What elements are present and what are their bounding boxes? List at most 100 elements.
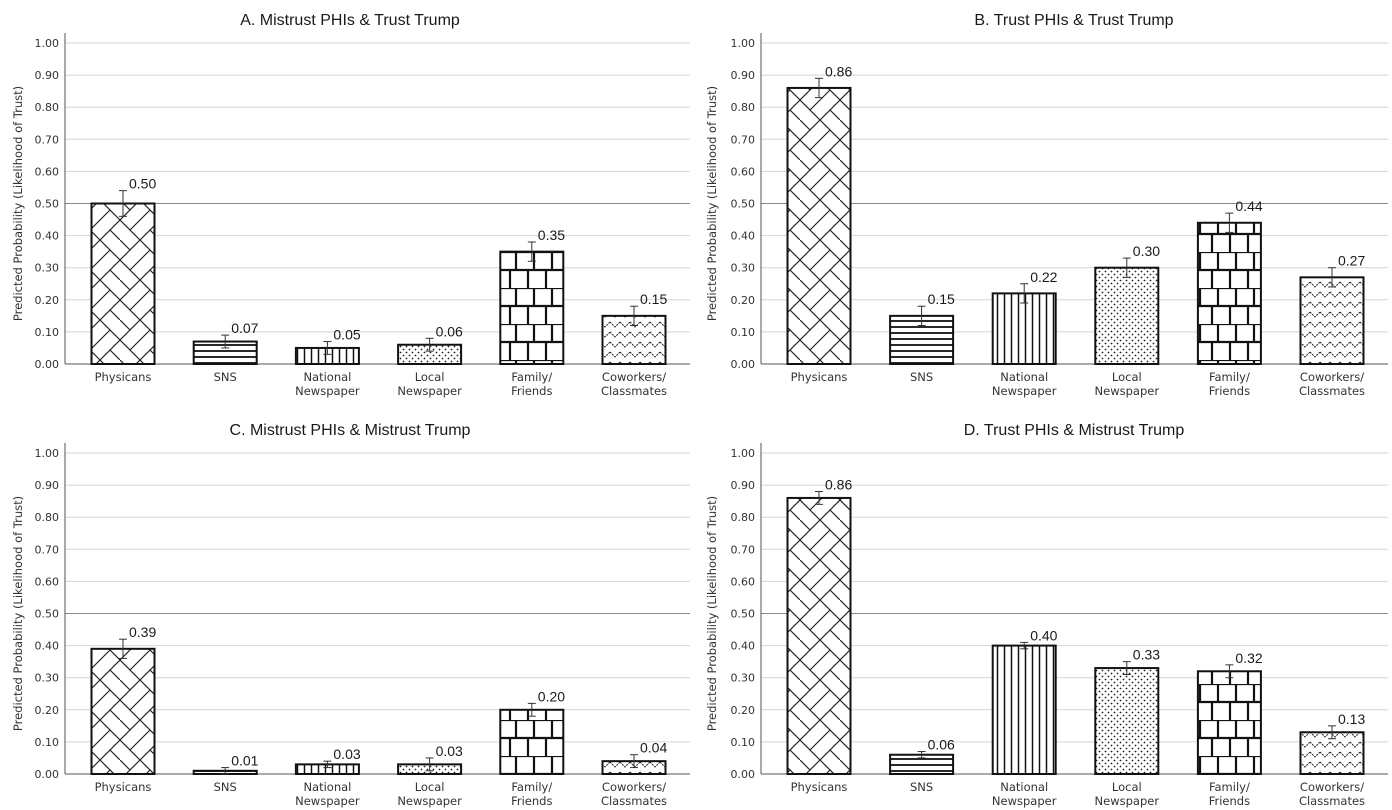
data-label: 0.06 <box>928 737 955 753</box>
y-tick-label: 0.70 <box>35 133 60 146</box>
y-tick-label: 0.60 <box>35 165 60 178</box>
data-label: 0.03 <box>333 746 360 762</box>
bar-1 <box>786 86 852 365</box>
x-tick-label: Physicans <box>791 370 848 384</box>
y-tick-label: 0.30 <box>35 262 60 275</box>
y-tick-label: 0.80 <box>35 511 60 524</box>
y-tick-label: 0.60 <box>35 575 60 588</box>
y-tick-label: 0.20 <box>731 294 756 307</box>
y-tick-label: 0.40 <box>731 230 756 243</box>
chart-title: A. Mistrust PHIs & Trust Trump <box>240 12 460 29</box>
y-tick-label: 0.30 <box>35 672 60 685</box>
bar-3 <box>991 644 1057 775</box>
x-tick-label: SNS <box>910 370 933 384</box>
data-label: 0.06 <box>436 323 463 339</box>
x-tick-label: Coworkers/Classmates <box>1299 370 1365 398</box>
y-tick-label: 0.80 <box>35 101 60 114</box>
bar-4 <box>1094 667 1160 776</box>
data-label: 0.15 <box>928 291 955 307</box>
data-label: 0.03 <box>436 743 463 759</box>
chart-panel-4: D. Trust PHIs & Mistrust Trump Predicted … <box>705 422 1388 808</box>
y-tick-label: 1.00 <box>731 37 756 50</box>
bar-1 <box>90 202 156 365</box>
data-label: 0.40 <box>1030 627 1057 643</box>
data-label: 0.30 <box>1133 243 1160 259</box>
y-tick-label: 0.60 <box>731 575 756 588</box>
data-label: 0.44 <box>1235 198 1262 214</box>
chart-title: C. Mistrust PHIs & Mistrust Trump <box>230 422 471 439</box>
x-tick-label: Family/Friends <box>1209 370 1250 398</box>
x-tick-label: Physicans <box>791 780 848 794</box>
y-tick-label: 0.30 <box>731 672 756 685</box>
y-tick-label: 0.00 <box>35 358 60 371</box>
x-tick-label: SNS <box>214 780 237 794</box>
x-tick-label: SNS <box>910 780 933 794</box>
y-axis-label: Predicted Probability (Likelihood of Tru… <box>11 496 25 731</box>
data-label: 0.32 <box>1235 650 1262 666</box>
x-tick-label: Family/Friends <box>511 780 552 808</box>
data-label: 0.33 <box>1133 647 1160 663</box>
data-label: 0.50 <box>129 176 156 192</box>
chart-panel-2: B. Trust PHIs & Trust Trump Predicted Pro… <box>705 12 1388 398</box>
y-tick-label: 0.00 <box>731 358 756 371</box>
y-tick-label: 0.50 <box>731 608 756 621</box>
bar-5 <box>499 708 565 775</box>
bar-5 <box>499 250 565 365</box>
y-tick-label: 0.30 <box>731 262 756 275</box>
x-tick-label: Coworkers/Classmates <box>601 780 667 808</box>
y-tick-label: 0.40 <box>35 230 60 243</box>
y-tick-label: 0.50 <box>731 198 756 211</box>
y-tick-label: 1.00 <box>35 447 60 460</box>
chart-panel-3: C. Mistrust PHIs & Mistrust Trump Predict… <box>11 422 690 808</box>
chart-title: B. Trust PHIs & Trust Trump <box>974 12 1173 29</box>
x-tick-label: Physicans <box>95 370 152 384</box>
y-tick-label: 0.90 <box>731 69 756 82</box>
y-tick-label: 0.20 <box>35 704 60 717</box>
data-label: 0.35 <box>538 227 565 243</box>
y-tick-label: 0.10 <box>731 736 756 749</box>
data-label: 0.86 <box>825 477 852 493</box>
x-tick-label: Coworkers/Classmates <box>601 370 667 398</box>
bar-3 <box>991 292 1057 366</box>
x-tick-label: National Newspaper <box>295 780 360 808</box>
data-label: 0.04 <box>640 740 667 756</box>
bar-4 <box>1094 266 1160 366</box>
y-tick-label: 0.20 <box>35 294 60 307</box>
y-axis-label: Predicted Probability (Likelihood of Tru… <box>705 86 719 321</box>
x-tick-label: Local Newspaper <box>397 370 462 398</box>
data-label: 0.05 <box>333 327 360 343</box>
y-tick-label: 0.80 <box>731 511 756 524</box>
data-label: 0.22 <box>1030 269 1057 285</box>
bar-6 <box>1299 276 1365 365</box>
y-tick-label: 0.70 <box>35 543 60 556</box>
y-tick-label: 0.40 <box>35 640 60 653</box>
x-tick-label: Family/Friends <box>511 370 552 398</box>
data-label: 0.86 <box>825 63 852 79</box>
data-label: 0.13 <box>1338 711 1365 727</box>
y-tick-label: 0.50 <box>35 198 60 211</box>
y-tick-label: 0.70 <box>731 133 756 146</box>
y-axis-label: Predicted Probability (Likelihood of Tru… <box>705 496 719 731</box>
y-axis-label: Predicted Probability (Likelihood of Tru… <box>11 86 25 321</box>
y-tick-label: 0.10 <box>35 736 60 749</box>
y-tick-label: 0.40 <box>731 640 756 653</box>
y-tick-label: 0.90 <box>35 69 60 82</box>
y-tick-label: 1.00 <box>35 37 60 50</box>
chart-title: D. Trust PHIs & Mistrust Trump <box>964 422 1185 439</box>
data-label: 0.07 <box>231 320 258 336</box>
y-tick-label: 0.20 <box>731 704 756 717</box>
x-tick-label: Family/Friends <box>1209 780 1250 808</box>
y-tick-label: 0.10 <box>731 326 756 339</box>
data-label: 0.27 <box>1338 253 1365 269</box>
bar-5 <box>1196 670 1262 776</box>
y-tick-label: 0.90 <box>731 479 756 492</box>
y-tick-label: 0.10 <box>35 326 60 339</box>
x-tick-label: Coworkers/Classmates <box>1299 780 1365 808</box>
y-tick-label: 0.80 <box>731 101 756 114</box>
x-tick-label: Local Newspaper <box>1095 370 1160 398</box>
data-label: 0.15 <box>640 291 667 307</box>
chart-panel-1: A. Mistrust PHIs & Trust Trump Predicted … <box>11 12 690 398</box>
x-tick-label: National Newspaper <box>992 780 1057 808</box>
x-tick-label: Local Newspaper <box>1095 780 1160 808</box>
x-tick-label: SNS <box>214 370 237 384</box>
